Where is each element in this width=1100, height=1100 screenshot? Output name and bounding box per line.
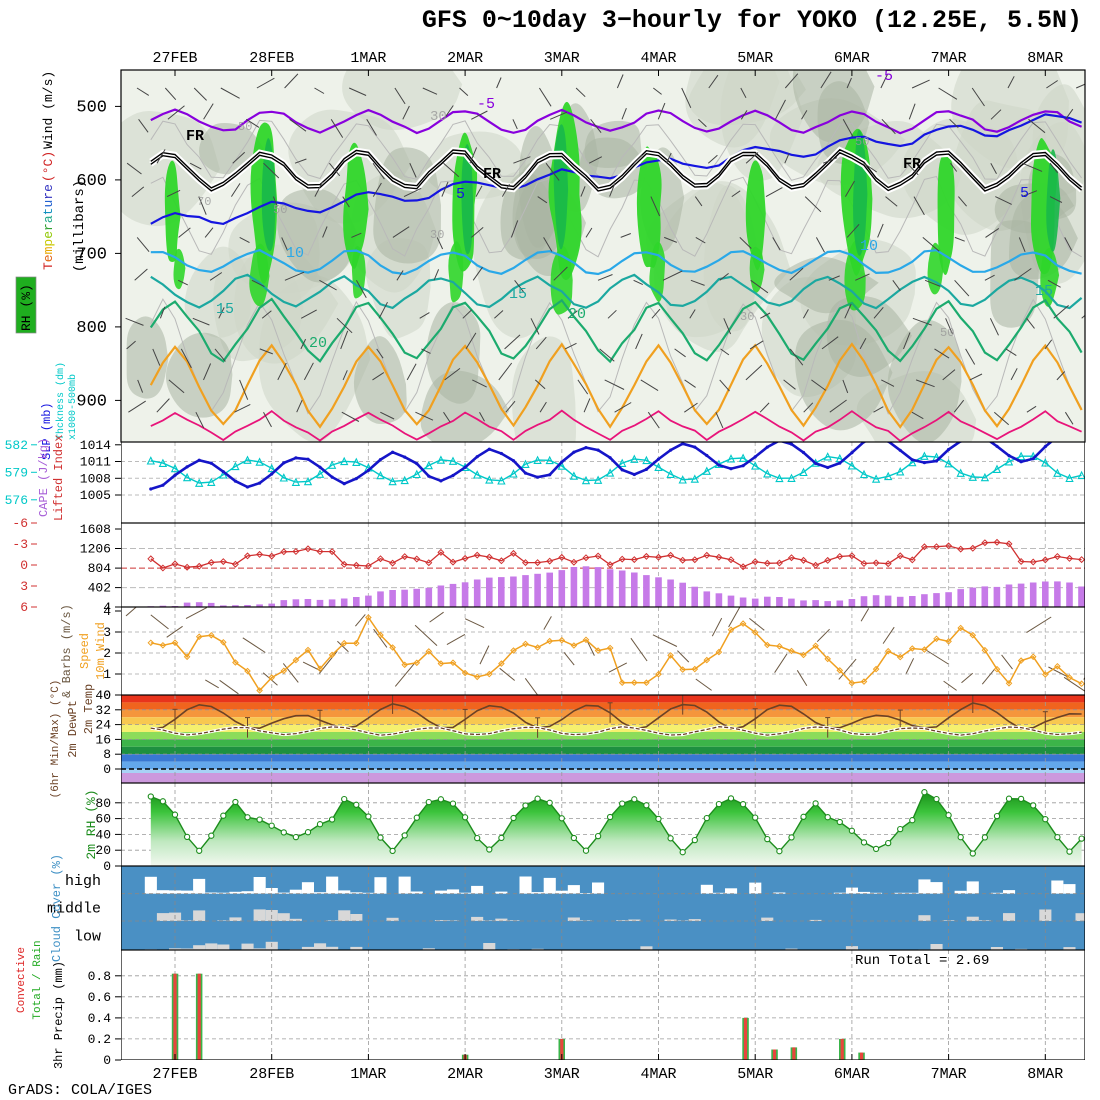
svg-text:2m DewPt: 2m DewPt [66, 700, 80, 758]
svg-text:Total / Rain: Total / Rain [32, 940, 44, 1019]
svg-text:15: 15 [1035, 283, 1053, 300]
svg-text:4MAR: 4MAR [640, 50, 676, 67]
svg-text:8MAR: 8MAR [1027, 50, 1063, 67]
svg-text:30: 30 [430, 228, 444, 242]
svg-text:1008: 1008 [80, 471, 111, 486]
svg-text:Lifted Index: Lifted Index [52, 435, 66, 521]
svg-text:4MAR: 4MAR [640, 1066, 676, 1083]
svg-text:Convective: Convective [16, 947, 28, 1013]
svg-text:(6hr Min/Max) (°C): (6hr Min/Max) (°C) [50, 680, 62, 799]
svg-text:1608: 1608 [80, 522, 111, 537]
svg-text:6MAR: 6MAR [834, 1066, 870, 1083]
svg-text:& Barbs (m/s): & Barbs (m/s) [60, 604, 74, 698]
svg-text:1011: 1011 [80, 455, 111, 470]
svg-text:RH (%): RH (%) [19, 284, 34, 331]
svg-text:low: low [74, 929, 101, 946]
svg-text:2MAR: 2MAR [447, 50, 483, 67]
svg-text:7MAR: 7MAR [931, 1066, 967, 1083]
svg-text:10m Wind: 10m Wind [94, 622, 108, 680]
svg-text:GrADS: COLA/IGES: GrADS: COLA/IGES [8, 1082, 152, 1099]
svg-text:FR: FR [903, 156, 921, 173]
svg-text:16: 16 [95, 732, 111, 747]
svg-text:2m RH (%): 2m RH (%) [84, 789, 99, 859]
svg-text:579: 579 [5, 465, 28, 480]
svg-text:50: 50 [940, 326, 954, 340]
svg-text:2MAR: 2MAR [447, 1066, 483, 1083]
svg-text:28FEB: 28FEB [249, 1066, 294, 1083]
svg-text:15: 15 [216, 301, 234, 318]
svg-text:Run Total = 2.69: Run Total = 2.69 [855, 953, 989, 969]
svg-text:50: 50 [238, 120, 252, 134]
svg-text:1MAR: 1MAR [350, 1066, 386, 1083]
svg-text:40: 40 [95, 688, 111, 703]
svg-text:6: 6 [20, 600, 28, 615]
svg-text:-5: -5 [477, 96, 495, 113]
svg-text:900: 900 [76, 392, 107, 411]
svg-text:7MAR: 7MAR [931, 50, 967, 67]
svg-text:3: 3 [20, 579, 28, 594]
svg-text:(millibars): (millibars) [72, 180, 88, 272]
svg-text:3hr Precip (mm): 3hr Precip (mm) [52, 961, 66, 1069]
svg-text:10: 10 [860, 238, 878, 255]
svg-text:2m Temp: 2m Temp [82, 684, 96, 734]
svg-text:804: 804 [88, 561, 112, 576]
svg-text:402: 402 [88, 581, 111, 596]
svg-text:Cloud Cover (%): Cloud Cover (%) [50, 854, 64, 962]
svg-text:70: 70 [197, 195, 211, 209]
svg-text:1014: 1014 [80, 438, 111, 453]
svg-text:3MAR: 3MAR [544, 50, 580, 67]
svg-text:FR: FR [483, 166, 501, 183]
svg-text:5MAR: 5MAR [737, 50, 773, 67]
svg-text:0.8: 0.8 [88, 969, 111, 984]
svg-text:Temperature(°C)Wind (m/s): Temperature(°C)Wind (m/s) [41, 71, 56, 270]
svg-text:10: 10 [286, 245, 304, 262]
svg-text:30: 30 [430, 109, 447, 125]
svg-text:5: 5 [456, 186, 465, 203]
svg-text:1MAR: 1MAR [350, 50, 386, 67]
svg-text:4: 4 [103, 604, 111, 619]
svg-text:6MAR: 6MAR [834, 50, 870, 67]
svg-text:0.2: 0.2 [88, 1032, 111, 1047]
svg-text:CAPE (J/kg): CAPE (J/kg) [37, 438, 51, 517]
svg-text:50: 50 [273, 203, 287, 217]
svg-text:1005: 1005 [80, 488, 111, 503]
svg-text:5: 5 [1020, 185, 1029, 202]
svg-text:0.4: 0.4 [88, 1011, 112, 1026]
svg-text:30: 30 [740, 310, 754, 324]
svg-text:20: 20 [309, 335, 327, 352]
svg-text:20: 20 [568, 306, 586, 323]
svg-text:0: 0 [103, 762, 111, 777]
svg-text:0.6: 0.6 [88, 990, 111, 1005]
svg-text:8MAR: 8MAR [1027, 1066, 1063, 1083]
svg-text:Thckness (dm): Thckness (dm) [55, 362, 67, 440]
svg-text:576: 576 [5, 493, 28, 508]
svg-text:Speed: Speed [78, 633, 92, 669]
svg-text:0: 0 [103, 1053, 111, 1068]
svg-text:50: 50 [855, 135, 869, 149]
svg-text:x1000-500mb: x1000-500mb [67, 374, 79, 440]
svg-text:-3: -3 [12, 537, 28, 552]
svg-text:1206: 1206 [80, 542, 111, 557]
svg-text:0: 0 [20, 558, 28, 573]
svg-text:FR: FR [186, 128, 204, 145]
svg-text:5MAR: 5MAR [737, 1066, 773, 1083]
svg-text:800: 800 [76, 319, 107, 338]
svg-text:24: 24 [95, 718, 111, 733]
svg-text:15: 15 [509, 286, 527, 303]
svg-text:3MAR: 3MAR [544, 1066, 580, 1083]
svg-text:high: high [65, 873, 101, 890]
svg-text:8: 8 [103, 747, 111, 762]
svg-text:32: 32 [95, 703, 111, 718]
svg-text:28FEB: 28FEB [249, 50, 294, 67]
svg-text:27FEB: 27FEB [152, 50, 197, 67]
svg-text:27FEB: 27FEB [152, 1066, 197, 1083]
svg-text:500: 500 [76, 98, 107, 117]
svg-text:0: 0 [103, 859, 111, 874]
svg-text:-6: -6 [12, 516, 28, 531]
svg-text:582: 582 [5, 438, 28, 453]
